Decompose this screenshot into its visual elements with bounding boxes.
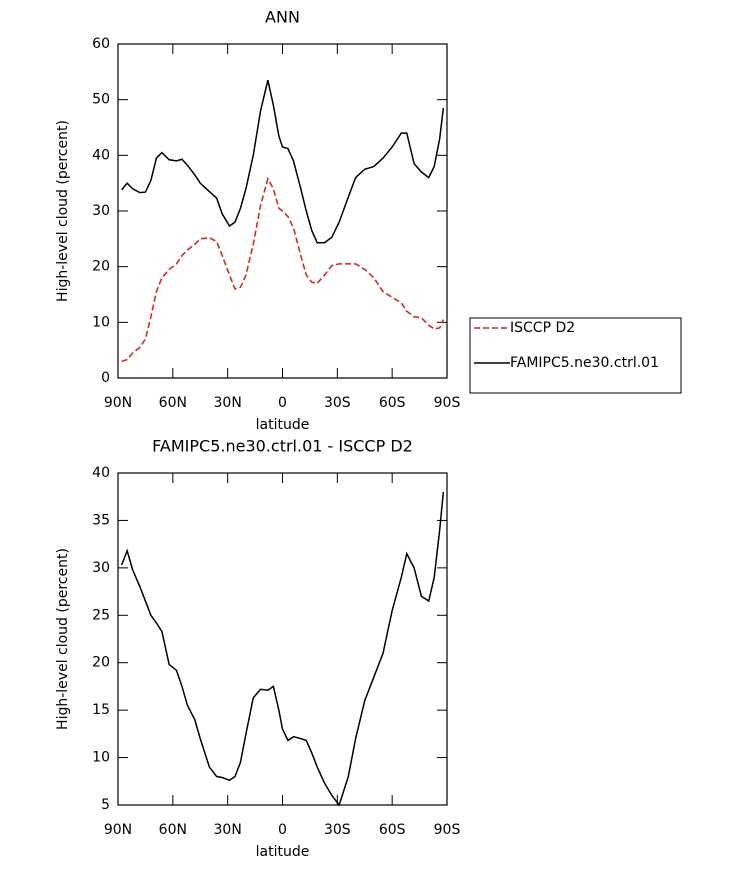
x-tick-label: 30N: [214, 822, 242, 838]
legend-label: FAMIPC5.ne30.ctrl.01: [510, 355, 659, 371]
y-tick-label: 10: [92, 314, 110, 330]
x-tick-label: 60N: [159, 395, 187, 411]
x-tick-label: 90S: [434, 395, 461, 411]
x-axis-label: latitude: [256, 844, 310, 860]
y-tick-label: 20: [92, 259, 110, 275]
x-tick-label: 30S: [324, 822, 351, 838]
legend-label: ISCCP D2: [510, 320, 575, 336]
x-tick-label: 60S: [379, 822, 406, 838]
x-tick-label: 30N: [214, 395, 242, 411]
x-tick-label: 90N: [104, 822, 132, 838]
legend-box: [469, 317, 682, 394]
y-tick-label: 35: [92, 512, 110, 528]
x-axis-label: latitude: [256, 417, 310, 433]
x-tick-label: 30S: [324, 395, 351, 411]
series-line: [120, 491, 445, 807]
y-tick-label: 0: [101, 370, 110, 386]
x-tick-label: 90S: [434, 822, 461, 838]
y-tick-label: 30: [92, 560, 110, 576]
y-tick-label: 40: [92, 147, 110, 163]
x-tick-label: 60N: [159, 822, 187, 838]
x-tick-label: 0: [278, 822, 287, 838]
series-line: [121, 80, 445, 244]
y-tick-label: 20: [92, 655, 110, 671]
x-tick-label: 90N: [104, 395, 132, 411]
y-tick-label: 60: [92, 36, 110, 52]
y-tick-label: 10: [92, 750, 110, 766]
plot-frame: [117, 472, 448, 806]
x-tick-label: 0: [278, 395, 287, 411]
chart-title: ANN: [265, 8, 300, 27]
y-tick-label: 50: [92, 92, 110, 108]
plot-frame: [117, 43, 448, 379]
y-tick-label: 15: [92, 702, 110, 718]
y-tick-label: 5: [101, 797, 110, 813]
y-tick-label: 25: [92, 607, 110, 623]
y-axis-label: High-level cloud (percent): [55, 548, 71, 730]
x-tick-label: 60S: [379, 395, 406, 411]
y-axis-label: High-level cloud (percent): [55, 120, 71, 302]
y-tick-label: 30: [92, 203, 110, 219]
y-tick-label: 40: [92, 465, 110, 481]
series-line: [121, 176, 445, 363]
chart-title: FAMIPC5.ne30.ctrl.01 - ISCCP D2: [152, 437, 413, 456]
